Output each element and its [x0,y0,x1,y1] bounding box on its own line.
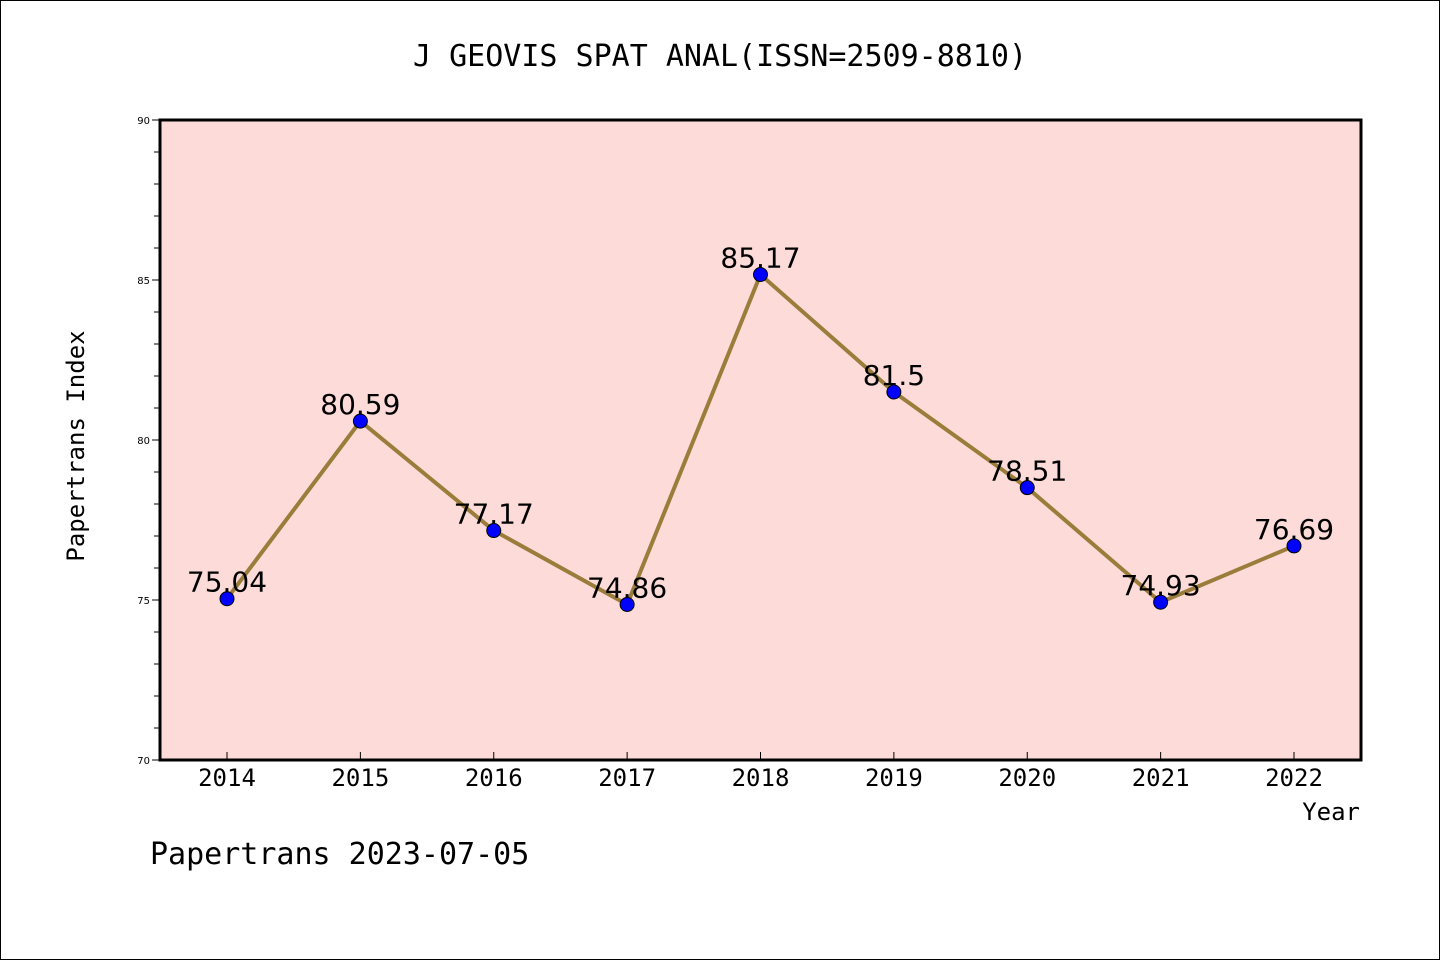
data-point-marker [753,267,768,283]
data-point-marker [886,384,902,400]
data-value-label: 80.59 [320,388,400,421]
y-axis-label: Papertrans Index [62,330,90,561]
data-point-marker [219,591,235,607]
data-value-label: 76.69 [1254,513,1334,546]
data-value-label: 74.86 [587,571,667,604]
y-tick-label: 90 [137,116,150,127]
x-tick-label: 2015 [331,764,389,792]
x-axis-label: Year [1302,798,1360,826]
x-tick-label: 2016 [465,764,523,792]
series-markers [219,267,1302,612]
data-point-marker [1153,594,1169,610]
y-tick-label: 70 [137,756,150,767]
y-tick-label: 80 [137,436,150,447]
x-tick-label: 2018 [732,764,790,792]
data-point-marker [619,596,635,612]
x-tick-label: 2021 [1132,764,1190,792]
data-point-marker [352,413,368,429]
y-tick-label: 85 [137,276,150,287]
data-point-marker [1286,538,1302,554]
x-tick-label: 2017 [598,764,656,792]
x-axis: 2014 2015 2016 2017 2018 2019 2020 2021 2022 [198,752,1323,792]
data-point-marker [486,523,502,539]
y-axis: 70 75 80 85 90 [137,116,160,767]
y-tick-label: 75 [137,596,150,607]
data-point-marker [1019,480,1035,496]
data-value-label: 85.17 [720,242,800,275]
data-labels: 75.04 80.59 77.17 74.86 85.17 81.5 78.51 74.93 7… [187,242,1334,605]
data-value-label: 81.5 [863,359,925,392]
x-tick-label: 2020 [998,764,1056,792]
x-tick-label: 2014 [198,764,256,792]
footer-credit: Papertrans 2023-07-05 [150,837,529,872]
data-value-label: 74.93 [1121,569,1201,602]
x-tick-label: 2019 [865,764,923,792]
data-value-label: 77.17 [454,498,534,531]
chart-title: J GEOVIS SPAT ANAL(ISSN=2509-8810) [413,39,1027,74]
data-value-label: 75.04 [187,566,267,599]
data-value-label: 78.51 [987,455,1067,488]
x-tick-label: 2022 [1265,764,1323,792]
plot-area [158,118,1363,762]
